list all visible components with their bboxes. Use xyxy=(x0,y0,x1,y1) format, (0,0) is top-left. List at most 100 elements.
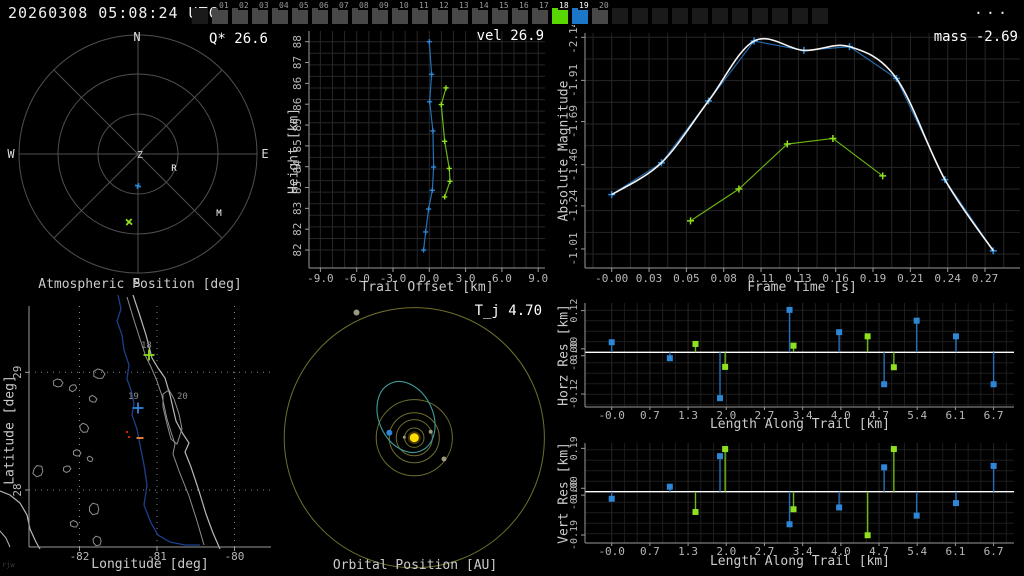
frame-box-20[interactable] xyxy=(592,8,608,24)
frame-box-label-20: 20 xyxy=(598,1,610,10)
trail-offset-plot: -9.0 -6.0 -3.0 0.0 3.0 6.0 9.0 88 87 86 86 85 85 84 83… xyxy=(291,31,548,285)
frame-box-empty[interactable] xyxy=(732,8,748,24)
svg-text:3.0: 3.0 xyxy=(456,272,476,285)
frame-box-12[interactable] xyxy=(432,8,448,24)
frame-box-empty[interactable] xyxy=(612,8,628,24)
frame-box-empty[interactable] xyxy=(192,8,208,24)
frame-box-empty[interactable] xyxy=(812,8,828,24)
svg-text:2.0: 2.0 xyxy=(716,409,736,422)
svg-text:0.13: 0.13 xyxy=(785,272,812,285)
svg-text:0.05: 0.05 xyxy=(673,272,700,285)
trail-residuals-plot: -0.0 0.7 1.3 2.0 2.7 3.4 4.0 4.7 5.4 6.1 6.7 0.12 0.… xyxy=(569,299,1014,558)
frame-box-15[interactable] xyxy=(492,8,508,24)
polar-point-camera-18 xyxy=(125,218,133,226)
residual-series-camera-19-horz xyxy=(608,306,997,402)
panel-light-curve: -0.00 0.03 0.05 0.08 0.11 0.13 0.16 0.19 0.21 0.2… xyxy=(550,25,1024,295)
svg-text:0.7: 0.7 xyxy=(640,409,660,422)
frame-box-10[interactable] xyxy=(392,8,408,24)
svg-text:0.00: 0.00 xyxy=(569,476,580,500)
svg-text:0.7: 0.7 xyxy=(640,545,660,558)
trail-series-camera-19 xyxy=(421,39,437,253)
frame-box-02[interactable] xyxy=(232,8,248,24)
frame-box-label-15: 15 xyxy=(498,1,510,10)
light-curve-plot: -0.00 0.03 0.05 0.08 0.11 0.13 0.16 0.19 0.21 0.2… xyxy=(567,25,1020,285)
frame-box-label-02: 02 xyxy=(238,1,250,10)
frame-box-16[interactable] xyxy=(512,8,528,24)
frame-box-empty[interactable] xyxy=(752,8,768,24)
frame-box-label-12: 12 xyxy=(438,1,450,10)
frame-box-empty[interactable] xyxy=(772,8,788,24)
svg-text:-0.0: -0.0 xyxy=(598,409,625,422)
frame-box-label-17: 17 xyxy=(538,1,550,10)
frame-box-07[interactable] xyxy=(332,8,348,24)
frame-box-label-08: 08 xyxy=(358,1,370,10)
svg-text:-82: -82 xyxy=(70,550,90,563)
frame-box-label-07: 07 xyxy=(338,1,350,10)
svg-text:3.4: 3.4 xyxy=(793,409,813,422)
svg-text:5.4: 5.4 xyxy=(907,409,927,422)
atmospheric-position-plot: N S W E Z R M xyxy=(7,30,268,290)
frame-box-17[interactable] xyxy=(532,8,548,24)
svg-text:-2.14: -2.14 xyxy=(567,25,580,54)
frame-box-empty[interactable] xyxy=(652,8,668,24)
trail-series-camera-18 xyxy=(438,85,453,200)
svg-text:6.7: 6.7 xyxy=(984,409,1004,422)
polar-point-camera-19 xyxy=(134,182,142,190)
svg-text:0.27: 0.27 xyxy=(972,272,999,285)
frame-box-label-16: 16 xyxy=(518,1,530,10)
map-station-19: 19 xyxy=(128,392,144,414)
frame-box-empty[interactable] xyxy=(692,8,708,24)
panel-trail-residuals: -0.0 0.7 1.3 2.0 2.7 3.4 4.0 4.7 5.4 6.1 6.7 0.12 0.… xyxy=(550,295,1024,576)
svg-text:9.0: 9.0 xyxy=(528,272,548,285)
frame-box-label-13: 13 xyxy=(458,1,470,10)
svg-text:86: 86 xyxy=(291,98,304,111)
ground-track-map: 18 19 20 -82 -81 -80 29 28 xyxy=(0,295,271,563)
svg-text:-1.69: -1.69 xyxy=(567,105,580,138)
panel-atmospheric-position: N S W E Z R M Q* 26.6 Atmospheric Position [de… xyxy=(0,25,280,295)
svg-text:-1.01: -1.01 xyxy=(567,232,580,265)
frame-box-13[interactable] xyxy=(452,8,468,24)
svg-text:-1.91: -1.91 xyxy=(567,64,580,97)
svg-text:-1.24: -1.24 xyxy=(567,189,580,222)
svg-text:87: 87 xyxy=(291,56,304,69)
frame-box-05[interactable] xyxy=(292,8,308,24)
jupiter-dot xyxy=(353,309,360,316)
svg-text:18: 18 xyxy=(141,341,152,351)
svg-text:0.0: 0.0 xyxy=(419,272,439,285)
mercury-dot xyxy=(402,435,406,439)
frame-box-09[interactable] xyxy=(372,8,388,24)
frame-box-01[interactable] xyxy=(212,8,228,24)
svg-text:86: 86 xyxy=(291,77,304,90)
frame-box-03[interactable] xyxy=(252,8,268,24)
frame-box-empty[interactable] xyxy=(712,8,728,24)
atmospheric-plot-title: Atmospheric Position [deg] xyxy=(38,277,242,292)
svg-text:1.3: 1.3 xyxy=(678,545,698,558)
frame-box-11[interactable] xyxy=(412,8,428,24)
svg-text:6.1: 6.1 xyxy=(945,409,965,422)
frame-box-04[interactable] xyxy=(272,8,288,24)
svg-text:E: E xyxy=(261,147,268,161)
panel-trail-offset: -9.0 -6.0 -3.0 0.0 3.0 6.0 9.0 88 87 86 86 85 85 84 83… xyxy=(280,25,550,295)
velocity-value: vel 26.9 xyxy=(476,28,544,44)
frame-box-empty[interactable] xyxy=(792,8,808,24)
svg-text:83: 83 xyxy=(291,202,304,215)
overflow-menu[interactable]: ... xyxy=(973,0,1010,18)
svg-text:-0.00: -0.00 xyxy=(569,341,580,371)
svg-text:0.11: 0.11 xyxy=(748,272,775,285)
map-station-18: 18 xyxy=(141,341,155,361)
frame-box-08[interactable] xyxy=(352,8,368,24)
orbital-position-plot xyxy=(283,307,545,569)
frame-box-14[interactable] xyxy=(472,8,488,24)
frame-box-empty[interactable] xyxy=(672,8,688,24)
frame-box-06[interactable] xyxy=(312,8,328,24)
frame-box-19[interactable] xyxy=(572,8,588,24)
svg-text:6.7: 6.7 xyxy=(984,545,1004,558)
svg-text:-0.19: -0.19 xyxy=(569,520,580,550)
frame-box-empty[interactable] xyxy=(632,8,648,24)
utc-datetime: 20260308 05:08:24 UTC xyxy=(8,4,219,22)
frame-box-label-19: 19 xyxy=(578,1,590,10)
frame-box-18[interactable] xyxy=(552,8,568,24)
svg-text:88: 88 xyxy=(291,35,304,48)
end-point-marker xyxy=(136,437,144,439)
earth-dot xyxy=(386,429,393,436)
